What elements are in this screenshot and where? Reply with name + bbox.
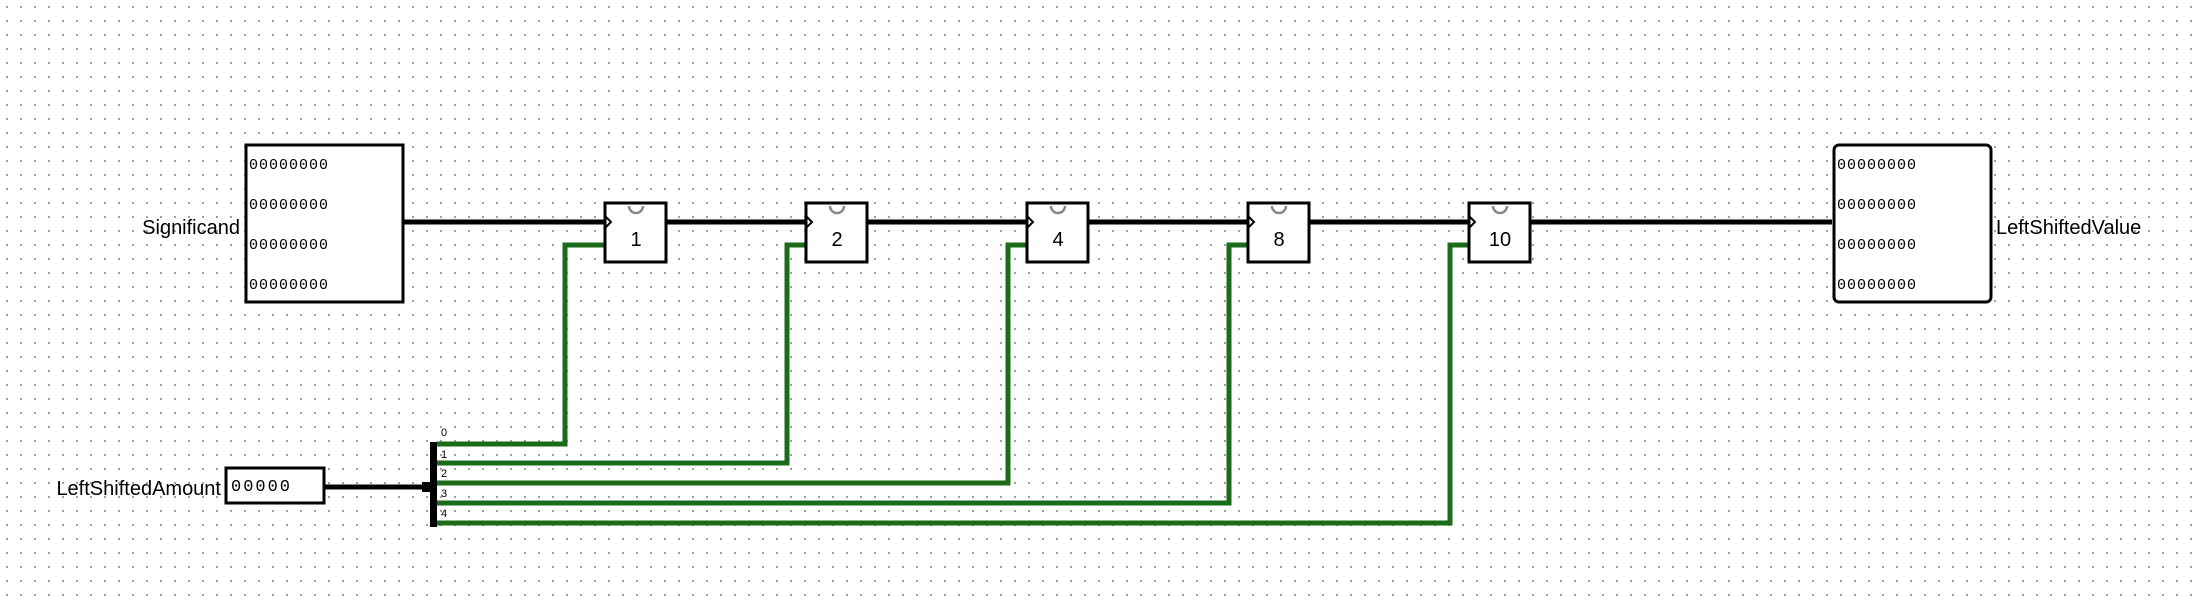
select-wire-4[interactable] xyxy=(437,242,1469,526)
shifter-notch-icon xyxy=(1049,205,1067,215)
significand-label: Significand xyxy=(142,217,240,239)
shifter-notch-icon xyxy=(1270,205,1288,215)
shifter-box[interactable] xyxy=(804,201,869,264)
select-wire-2[interactable] xyxy=(437,242,1027,486)
output-pin-box[interactable] xyxy=(1832,143,1993,304)
shifter-notch-icon xyxy=(1491,205,1509,215)
select-wire-1[interactable] xyxy=(437,242,806,466)
clock-triangle-icon xyxy=(604,215,613,229)
output-bits-row: 00000000 xyxy=(1837,237,1917,254)
shift-amount-pin-box[interactable] xyxy=(224,466,326,505)
shifter-label: 8 xyxy=(1273,229,1284,251)
select-wire-0[interactable] xyxy=(437,242,605,447)
select-wires xyxy=(437,242,1469,526)
shifter-notch-icon xyxy=(627,205,645,215)
main-bus xyxy=(324,219,1832,490)
shifter-4[interactable]: 4 xyxy=(1025,201,1090,264)
splitter-bar[interactable] xyxy=(430,442,437,527)
splitter-bit-label: 4 xyxy=(441,508,447,520)
splitter-input-node xyxy=(422,482,432,492)
shifter-1[interactable]: 1 xyxy=(603,201,668,264)
output-pin[interactable]: 00000000 00000000 00000000 00000000 xyxy=(1832,143,1993,304)
output-label: LeftShiftedValue xyxy=(1996,217,2141,239)
clock-triangle-icon xyxy=(1468,215,1477,229)
output-bits-row: 00000000 xyxy=(1837,277,1917,294)
shifter-notch-icon xyxy=(828,205,846,215)
splitter[interactable]: 0 1 2 3 4 xyxy=(422,427,447,527)
significand-input[interactable]: 00000000 00000000 00000000 00000000 xyxy=(244,143,405,304)
shifter-8[interactable]: 8 xyxy=(1246,201,1311,264)
shift-amount-label: LeftShiftedAmount xyxy=(56,478,221,500)
significand-pin-box[interactable] xyxy=(244,143,405,304)
shifter-label: 4 xyxy=(1052,229,1063,251)
shifter-box[interactable] xyxy=(1467,201,1532,264)
select-wire-3[interactable] xyxy=(437,242,1248,506)
splitter-bit-label: 0 xyxy=(441,427,447,439)
shifter-10[interactable]: 10 xyxy=(1467,201,1532,264)
splitter-bit-label: 1 xyxy=(441,449,447,461)
significand-bits-row: 00000000 xyxy=(249,237,329,254)
shift-amount-input[interactable]: 00000 xyxy=(224,466,326,505)
clock-triangle-icon xyxy=(805,215,814,229)
clock-triangle-icon xyxy=(1026,215,1035,229)
splitter-bit-label: 2 xyxy=(441,468,447,480)
shifter-box[interactable] xyxy=(1246,201,1311,264)
output-bits-row: 00000000 xyxy=(1837,197,1917,214)
shifter-2[interactable]: 2 xyxy=(804,201,869,264)
significand-bits-row: 00000000 xyxy=(249,197,329,214)
splitter-bit-label: 3 xyxy=(441,488,447,500)
shifter-label: 2 xyxy=(831,229,842,251)
clock-triangle-icon xyxy=(1247,215,1256,229)
significand-bits-row: 00000000 xyxy=(249,277,329,294)
shifter-label: 10 xyxy=(1489,229,1511,251)
output-bits-row: 00000000 xyxy=(1837,157,1917,174)
significand-bits-row: 00000000 xyxy=(249,157,329,174)
shift-amount-bits: 00000 xyxy=(231,478,292,497)
shifter-label: 1 xyxy=(630,229,641,251)
